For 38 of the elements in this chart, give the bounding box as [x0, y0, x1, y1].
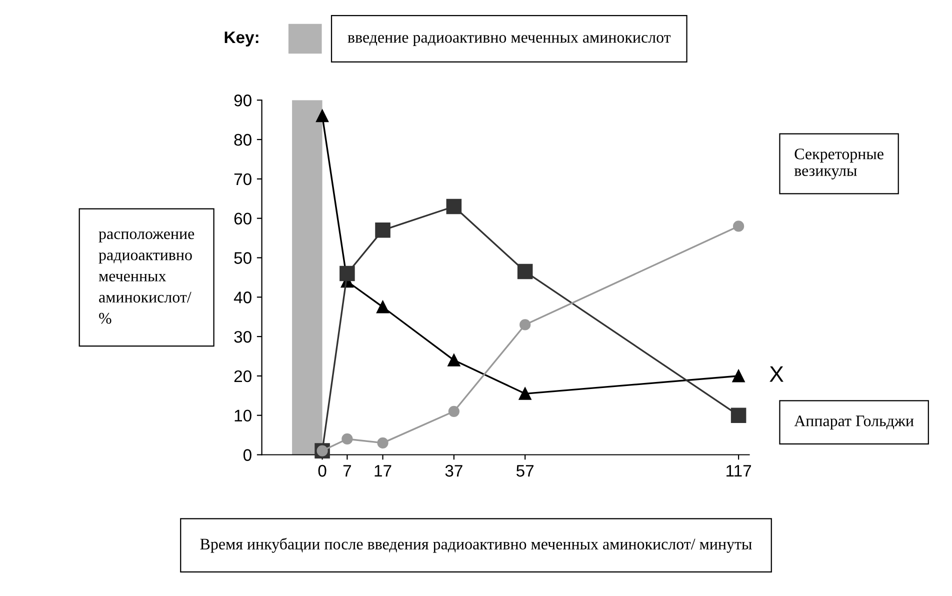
x-tick-label: 17 [374, 465, 392, 477]
y-tick-label: 70 [234, 173, 252, 186]
y-tick-label: 20 [234, 370, 252, 382]
point [377, 437, 388, 448]
x-tick-label: 57 [516, 465, 534, 477]
x-tick-label: 37 [445, 464, 462, 477]
point [730, 408, 746, 423]
point [446, 198, 462, 214]
legend-label: введение радиоактивно меченных аминокислот [348, 35, 671, 46]
point [732, 370, 745, 382]
x-tick-label: 7 [343, 465, 351, 477]
point [732, 220, 744, 232]
y-tick-label: 50 [234, 252, 252, 264]
legend-title: Key: [224, 32, 258, 47]
y-tick-label: 10 [234, 410, 252, 422]
x-tick-label: 117 [726, 465, 752, 477]
x-tick-label: 0 [318, 464, 326, 477]
series-label: X [770, 366, 784, 382]
y-tick-label: 80 [234, 134, 252, 146]
y-tick-label: 30 [234, 330, 252, 343]
x-axis-title: Время инкубации после введения радиоактивно меченных аминокислот/ минуты [200, 538, 752, 553]
text: Секреторные везикулы [794, 148, 884, 180]
point [448, 354, 460, 366]
point [316, 110, 329, 122]
point [518, 387, 532, 400]
point [448, 406, 460, 417]
y-tick-label: 0 [243, 449, 252, 461]
point [342, 433, 353, 445]
point [340, 266, 355, 282]
y-tick-label: 60 [234, 212, 252, 225]
y-axis-title: расположение радиоактивно меченных аминокислот/ % [98, 231, 194, 324]
y-tick-label: 40 [234, 292, 252, 304]
point [520, 319, 531, 330]
text: Аппарат Гольджи [794, 416, 914, 430]
point [375, 222, 390, 238]
point [376, 300, 390, 314]
point [517, 264, 533, 280]
y-tick-label: 90 [234, 94, 252, 106]
